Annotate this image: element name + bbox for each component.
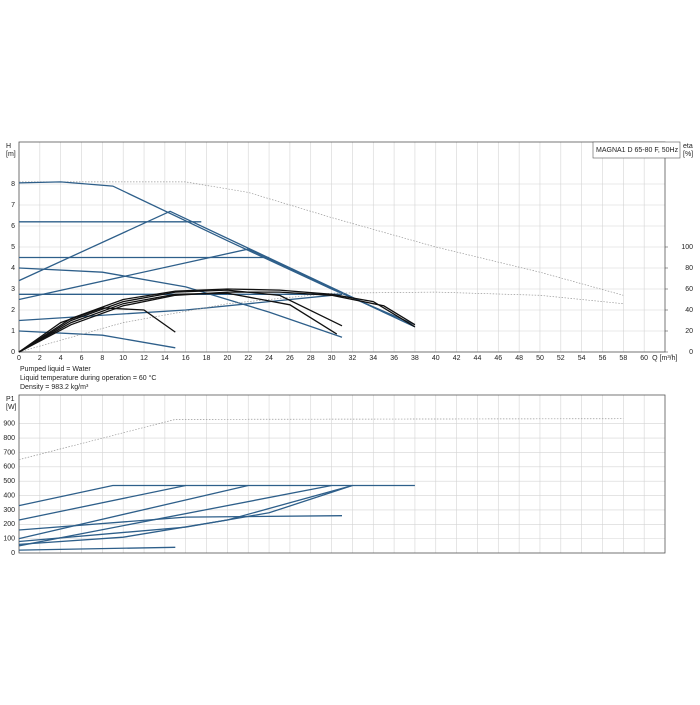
y2-axis-label: eta — [683, 143, 693, 150]
x-tick-label: 16 — [182, 355, 190, 362]
y-tick-label: 6 — [11, 223, 15, 230]
x-tick-label: 58 — [619, 355, 627, 362]
y-tick-label: 500 — [3, 478, 15, 485]
note: Pumped liquid = Water — [20, 366, 91, 373]
y-tick-label: 4 — [11, 265, 15, 272]
x-tick-label: 60 — [640, 355, 648, 362]
curve — [18, 484, 353, 546]
x-tick-label: 12 — [140, 355, 148, 362]
x-tick-label: 52 — [557, 355, 565, 362]
curve — [18, 291, 416, 353]
x-tick-label: 14 — [161, 355, 169, 362]
curve — [18, 484, 249, 540]
y2-tick-label: 40 — [685, 307, 693, 314]
y-tick-label: 0 — [11, 550, 15, 557]
y-tick-label: 100 — [3, 535, 15, 542]
note: Liquid temperature during operation = 60… — [20, 374, 156, 382]
x-tick-label: 42 — [453, 355, 461, 362]
x-tick-label: 56 — [599, 355, 607, 362]
y-tick-label: 900 — [3, 421, 15, 428]
y-tick-label: 400 — [3, 492, 15, 499]
x-tick-label: 20 — [223, 355, 231, 362]
y2-tick-label: 100 — [681, 244, 693, 251]
x-tick-label: 0 — [17, 355, 21, 362]
y-axis-label: P1 — [6, 396, 15, 403]
x-tick-label: 30 — [328, 355, 336, 362]
curve — [18, 289, 343, 353]
y-axis-label: H — [6, 143, 11, 150]
x-tick-label: 48 — [515, 355, 523, 362]
y-tick-label: 3 — [11, 286, 15, 293]
x-tick-label: 32 — [349, 355, 357, 362]
x-tick-label: 8 — [100, 355, 104, 362]
x-axis-label: Q [m³/h] — [652, 355, 677, 362]
y-tick-label: 2 — [11, 307, 15, 314]
curve — [18, 484, 415, 507]
x-tick-label: 44 — [474, 355, 482, 362]
x-tick-label: 4 — [59, 355, 63, 362]
y2-tick-label: 60 — [685, 286, 693, 293]
x-tick-label: 34 — [369, 355, 377, 362]
curve — [18, 418, 624, 460]
curve — [18, 307, 176, 353]
chart-title: MAGNA1 D 65-80 F, 50Hz — [596, 147, 679, 154]
x-tick-label: 38 — [411, 355, 419, 362]
x-tick-label: 6 — [80, 355, 84, 362]
x-tick-label: 26 — [286, 355, 294, 362]
y2-tick-label: 0 — [689, 349, 693, 356]
note: Density = 983.2 kg/m³ — [20, 384, 89, 391]
y-tick-label: 200 — [3, 521, 15, 528]
title-box — [592, 141, 681, 159]
y2-tick-label: 20 — [685, 328, 693, 335]
x-tick-label: 22 — [244, 355, 252, 362]
plot-frame — [18, 394, 666, 554]
y-tick-label: 800 — [3, 435, 15, 442]
y-tick-label: 600 — [3, 464, 15, 471]
curve — [18, 546, 176, 551]
curve — [18, 484, 332, 547]
y-axis-unit: [W] — [6, 404, 17, 411]
x-tick-label: 2 — [38, 355, 42, 362]
x-tick-label: 18 — [203, 355, 211, 362]
curve — [18, 515, 343, 531]
y-tick-label: 5 — [11, 244, 15, 251]
x-tick-label: 46 — [494, 355, 502, 362]
curve — [18, 267, 343, 338]
x-tick-label: 40 — [432, 355, 440, 362]
y-tick-label: 300 — [3, 507, 15, 514]
y-axis-unit: [m] — [6, 151, 16, 158]
curve — [18, 484, 186, 521]
y-tick-label: 8 — [11, 181, 15, 188]
y2-tick-label: 80 — [685, 265, 693, 272]
y-tick-label: 1 — [11, 328, 15, 335]
y-tick-label: 0 — [11, 349, 15, 356]
x-tick-label: 54 — [578, 355, 586, 362]
x-tick-label: 36 — [390, 355, 398, 362]
x-tick-label: 28 — [307, 355, 315, 362]
y-tick-label: 700 — [3, 449, 15, 456]
curve — [18, 291, 624, 353]
y2-axis-unit: [%] — [683, 151, 693, 158]
x-tick-label: 10 — [119, 355, 127, 362]
curve — [18, 292, 338, 353]
curve — [18, 288, 416, 353]
x-tick-label: 24 — [265, 355, 273, 362]
x-tick-label: 50 — [536, 355, 544, 362]
y-tick-label: 7 — [11, 202, 15, 209]
